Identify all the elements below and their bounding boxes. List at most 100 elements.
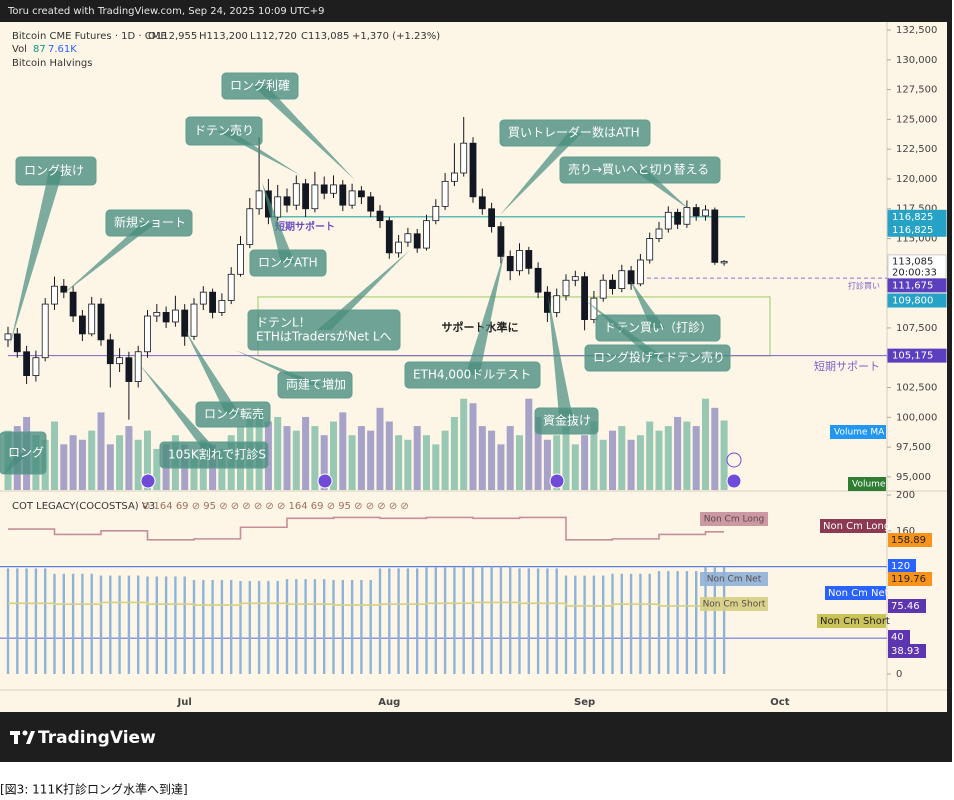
candle-body — [450, 172, 458, 182]
zone-label: サポート水準に — [442, 320, 519, 334]
candle-body — [674, 211, 681, 225]
volume-bar — [51, 421, 58, 490]
y-tick-label: 117,500 — [896, 204, 937, 215]
candle-body — [311, 184, 319, 210]
volume-bar — [423, 435, 430, 490]
net-bar — [676, 571, 679, 674]
candle-body — [79, 315, 86, 335]
candle-body — [460, 142, 468, 174]
candle-body — [330, 184, 337, 194]
net-bar — [434, 567, 437, 674]
net-bar — [323, 579, 326, 674]
net-bar — [174, 576, 177, 674]
callout-text: ロング投げてドテン売り — [593, 350, 725, 365]
ohlc-value: +1,370 (+1.23%) — [352, 31, 440, 42]
volume-tag — [830, 425, 886, 439]
volume-bar — [413, 426, 421, 490]
net-bar — [453, 567, 456, 674]
volume-bar — [543, 439, 551, 490]
candle-body — [376, 210, 384, 222]
volume-bar — [525, 398, 533, 490]
net-bar — [397, 568, 400, 674]
candle-body — [609, 279, 616, 289]
credit: Toru created with TradingView.com, Sep 2… — [7, 6, 325, 17]
net-bar — [239, 580, 242, 674]
candle-body — [274, 196, 282, 218]
callout-text: ロング抜け — [24, 164, 84, 178]
net-bar — [629, 573, 633, 674]
volume-bar — [144, 430, 151, 490]
candle-body — [283, 196, 291, 206]
callout-text: 資金抜け — [543, 413, 591, 428]
candle-body — [692, 207, 700, 217]
net-bar — [248, 580, 251, 674]
y-tick-label: 120,000 — [896, 174, 937, 185]
callout-box — [185, 116, 263, 146]
callout-pointer — [253, 86, 355, 180]
volume-bar — [627, 439, 635, 490]
series-name — [825, 586, 886, 600]
net-bar — [109, 575, 112, 674]
cot-tick-label: 200 — [896, 490, 915, 501]
series-name-text: Non Cm Net — [828, 588, 889, 599]
callout-text: ロング — [8, 446, 44, 460]
volume-bar — [134, 439, 142, 490]
candle-body — [116, 357, 123, 365]
net-bar — [388, 568, 391, 674]
callout-pointer — [500, 133, 582, 215]
callout-box — [534, 407, 599, 435]
callout-pointer — [262, 182, 295, 263]
y-tick-label: 115,000 — [896, 234, 937, 245]
candle-body — [60, 285, 68, 293]
level-label: 短期サポート — [275, 220, 335, 233]
candle-body — [181, 309, 189, 337]
net-bar — [462, 567, 465, 674]
x-tick-label: Aug — [378, 697, 400, 708]
series-value-text: 119.76 — [891, 574, 926, 585]
x-tick-label: Oct — [770, 697, 789, 708]
volume-bar — [376, 407, 384, 490]
callout-box — [277, 371, 353, 399]
net-bar — [471, 566, 475, 674]
volume-bar — [395, 435, 403, 490]
net-bar — [34, 568, 38, 674]
candle-body — [413, 233, 421, 249]
candle-body — [618, 270, 626, 289]
candle-body — [357, 190, 365, 198]
net-bar — [53, 573, 56, 674]
candle-body — [69, 291, 77, 317]
net-bar — [285, 579, 289, 674]
series-name — [817, 614, 886, 628]
level-value-text: 40 — [891, 632, 904, 643]
net-bar — [16, 568, 19, 674]
series-value — [888, 533, 932, 547]
candle-body — [255, 190, 263, 210]
net-bar — [211, 580, 214, 674]
volume-bar — [357, 426, 365, 490]
callout-box — [247, 309, 401, 351]
net-bar — [499, 566, 503, 674]
net-bar — [639, 573, 642, 674]
cot-line — [8, 601, 725, 608]
axis-price-label — [887, 222, 947, 237]
volume-bar — [478, 426, 486, 490]
net-bar — [6, 568, 10, 674]
y-tick-label: 97,500 — [896, 442, 931, 453]
net-bar — [518, 568, 521, 674]
net-bar — [127, 575, 131, 674]
net-bar — [695, 571, 698, 674]
countdown: 20:00:33 — [892, 267, 937, 278]
y-tick-label: 122,500 — [896, 144, 937, 155]
net-bar — [602, 575, 605, 674]
candle-body — [32, 357, 40, 376]
axis-price-label — [887, 278, 947, 293]
callout-box — [404, 361, 541, 389]
series-value — [888, 599, 926, 613]
cot-tick-label: 160 — [896, 526, 915, 537]
level-value — [888, 644, 926, 658]
volume-bar — [674, 416, 682, 490]
net-bar — [276, 580, 279, 674]
level-value — [888, 559, 916, 573]
candle-body — [348, 190, 356, 206]
